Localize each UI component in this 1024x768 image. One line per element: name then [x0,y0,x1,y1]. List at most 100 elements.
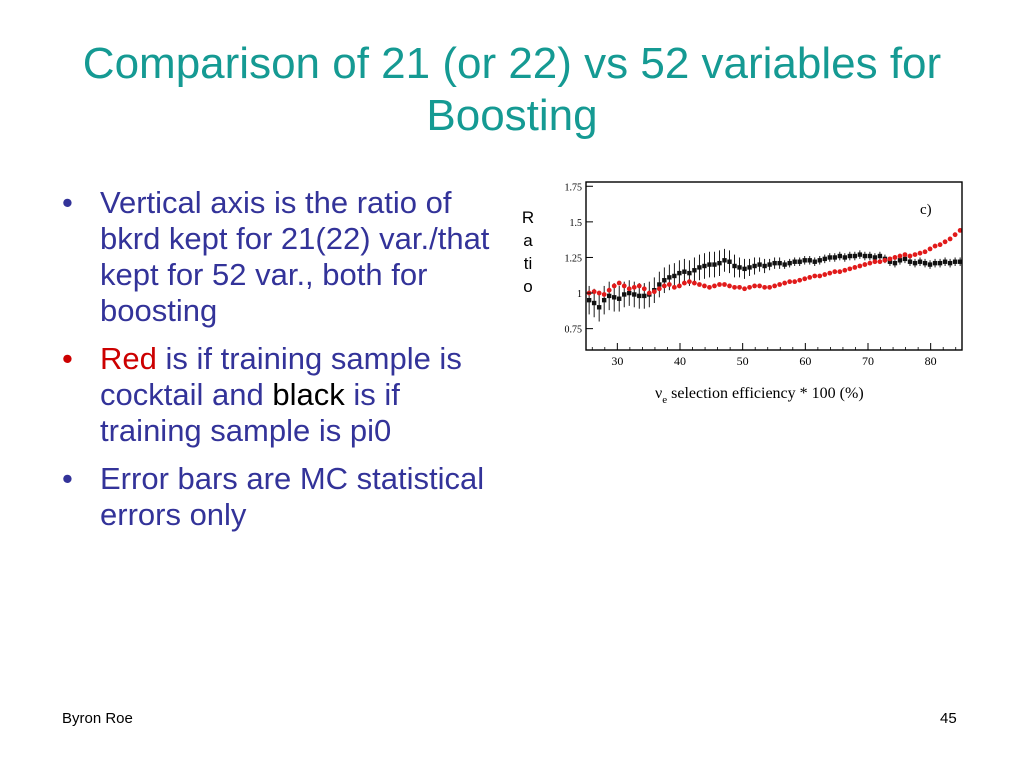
red-point [722,282,727,287]
red-point [812,273,818,279]
black-point [737,265,742,270]
bullet-text-2b: is if training sample is pi0 [100,377,400,448]
black-point [747,265,752,270]
red-point [651,289,657,295]
black-point [787,260,792,266]
red-point [817,273,823,279]
black-point [722,258,727,263]
red-point [601,292,607,297]
black-point [777,260,782,266]
red-point [611,283,617,289]
red-point [606,287,612,293]
red-point [687,279,692,285]
red-point [782,280,788,286]
black-point [892,260,898,266]
x-tick-label: 50 [737,354,749,368]
black-point [817,258,822,263]
red-point [902,252,908,258]
bullet-item-1: • Vertical axis is the ratio of bkrd kep… [62,185,502,329]
black-point [632,292,637,297]
black-point [832,255,837,260]
red-point [626,286,632,292]
red-point [762,284,767,290]
black-point [917,259,923,264]
black-point [802,258,807,263]
bullet-item-2: • Red is if training sample is cocktail … [62,341,502,449]
bullet-text-red: Red [100,341,157,376]
red-point [912,252,918,258]
red-point [666,282,672,287]
black-point [697,265,702,270]
black-point [862,253,868,259]
black-point [947,260,953,266]
y-tick-label: 1.5 [570,218,583,229]
black-point [952,259,958,264]
black-point [932,260,938,266]
black-point [857,252,863,257]
black-point [877,253,883,259]
red-point [827,270,833,276]
bullet-marker: • [62,185,73,220]
black-point [867,253,873,259]
black-point [847,253,853,259]
red-point [847,266,853,272]
red-point [947,236,953,242]
black-point [762,263,767,269]
bullet-list: • Vertical axis is the ratio of bkrd kep… [62,185,502,545]
bullet-text-black: black [272,377,345,412]
red-point [676,283,682,289]
red-point [852,265,858,270]
black-point [922,260,928,266]
black-point [827,255,832,260]
red-point [616,280,622,286]
red-point [862,262,868,267]
black-point [717,260,722,266]
ratio-label-part: a [523,231,533,250]
black-point [927,262,933,267]
ratio-axis-label: R a ti o [516,206,540,298]
red-point [797,277,803,283]
black-point [712,262,717,267]
black-point [872,255,878,260]
black-point [912,260,918,266]
red-point [882,257,888,263]
bullet-text-1: Vertical axis is the ratio of bkrd kept … [100,185,490,328]
red-point [621,283,627,289]
red-point [712,283,717,289]
red-point [942,239,948,245]
black-point [601,297,607,303]
red-point [872,259,878,265]
ratio-label-part: ti [523,254,533,273]
red-point [707,284,712,290]
black-point [797,259,802,264]
red-point [777,282,783,287]
x-tick-label: 80 [925,354,937,368]
red-point [842,267,848,273]
black-point [767,262,772,267]
black-point [897,258,903,263]
red-point [636,283,642,289]
red-point [937,242,943,248]
red-point [767,284,773,290]
x-tick-label: 30 [611,354,623,368]
red-point [807,274,813,280]
red-point [646,290,652,296]
bullet-marker: • [62,341,73,376]
black-point [637,293,642,299]
black-point [677,270,682,276]
red-point [792,279,798,285]
red-point [656,286,662,292]
red-point [717,282,722,287]
red-point [596,290,602,296]
red-point [742,286,747,292]
red-point [697,282,702,287]
red-point [641,286,647,292]
red-point [737,284,742,290]
black-point [807,258,812,263]
ratio-chart: 30 40 50 60 70 80 0.75 1 1.25 1.5 1.75 c) νe selec… [565,181,963,406]
bullet-item-3: • Error bars are MC statistical errors o… [62,461,502,533]
black-point [702,263,707,269]
black-point [687,270,692,276]
black-point [752,263,757,269]
black-point [662,278,667,283]
